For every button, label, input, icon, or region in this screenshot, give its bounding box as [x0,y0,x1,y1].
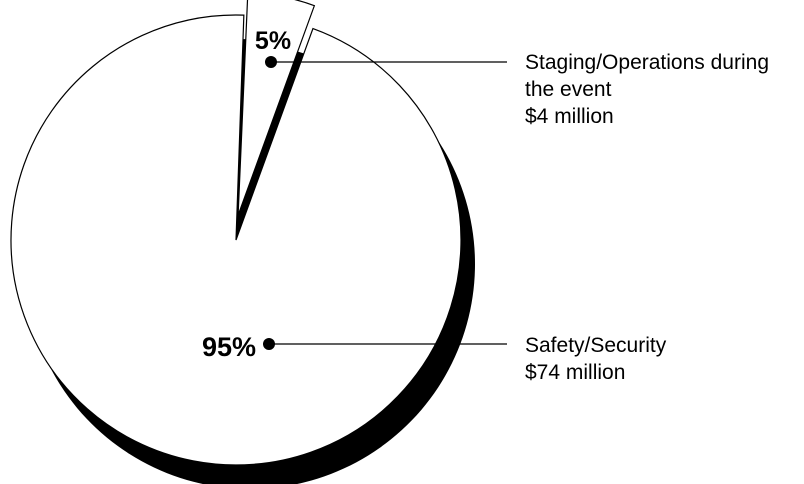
label-staging-operations-line-3: $4 million [525,105,614,128]
label-staging-operations-line-2: the event [525,78,612,101]
label-safety-security-line-1: Safety/Security [525,334,667,357]
percent-label-safety-security: 95% [202,332,256,362]
label-staging-operations-line-1: Staging/Operations during [525,51,769,74]
pie-slice-safety-security [10,14,462,466]
label-safety-security-line-2: $74 million [525,361,625,384]
pie-slice-staging-operations [237,0,316,216]
percent-label-staging-operations: 5% [255,27,291,55]
